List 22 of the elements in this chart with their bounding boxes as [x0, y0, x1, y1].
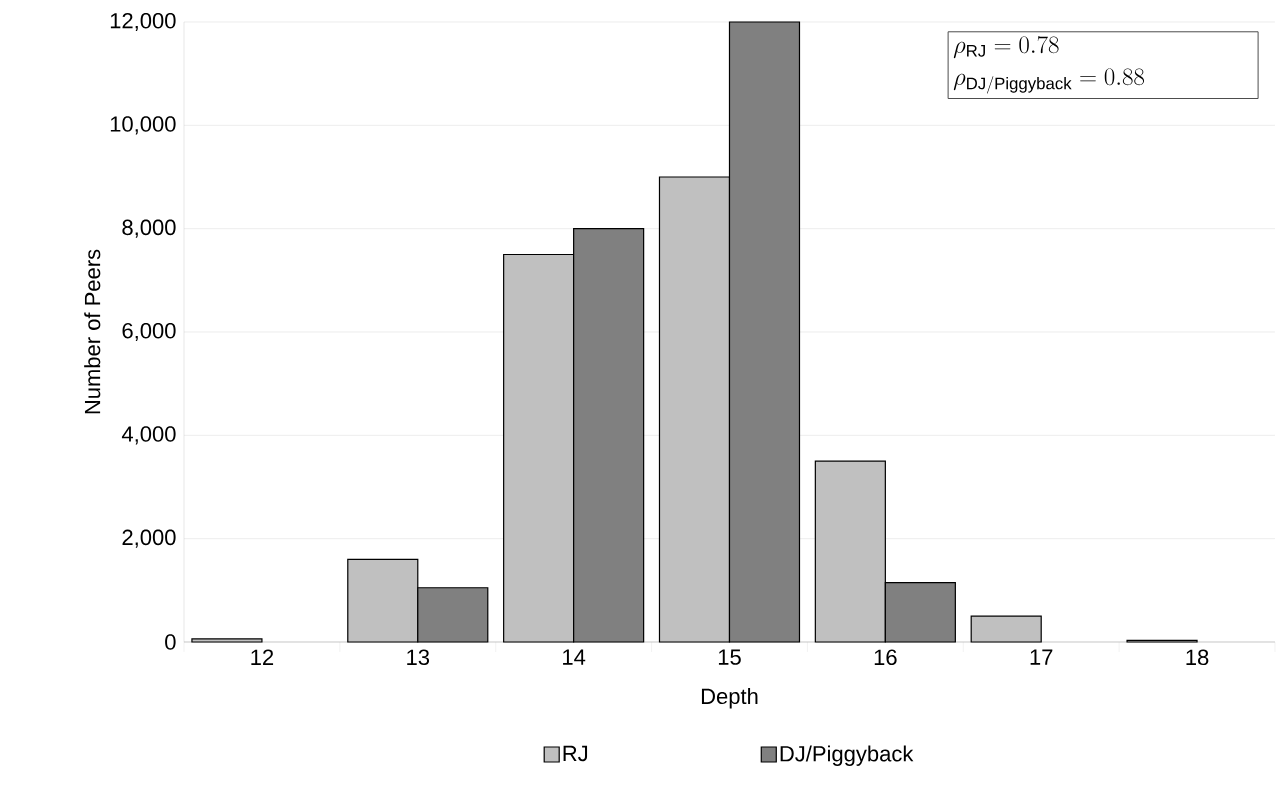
x-tick-label: 13: [407, 649, 430, 666]
y-tick-label: 2,000: [122, 529, 176, 548]
y-tick-label: 10,000: [110, 116, 176, 135]
y-tick-label: 0: [165, 634, 176, 650]
annotation: $\rho_{\mathrm{DJ/Piggyback}} = 0.88$: [953, 68, 1145, 94]
x-tick-label: 15: [718, 649, 741, 665]
x-axis-title: Depth: [701, 687, 758, 709]
bar: [970, 615, 1042, 643]
x-tick-label: 14: [563, 649, 586, 665]
y-tick-label: 4,000: [121, 426, 176, 445]
y-tick-label: 12,000: [110, 12, 176, 32]
legend-label: RJ: [563, 745, 588, 762]
annotation: $\rho_{\mathrm{RJ}} = 0.78$: [953, 35, 1059, 59]
y-axis-title: Number of Peers: [84, 249, 101, 414]
y-tick-label: 8,000: [122, 219, 176, 238]
x-tick-label: 17: [1030, 649, 1053, 665]
legend-label: DJ/Piggyback: [780, 745, 914, 766]
bar: [191, 638, 263, 643]
x-tick-label: 12: [251, 649, 274, 665]
x-tick-label: 18: [1186, 649, 1209, 666]
y-tick-label: 6,000: [122, 322, 176, 342]
x-tick-label: 16: [874, 649, 897, 666]
